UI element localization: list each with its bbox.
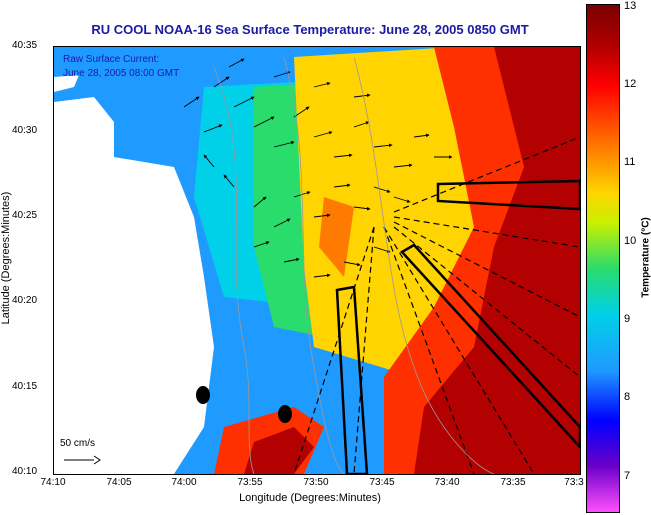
transect-boxes [335, 179, 580, 474]
colorbar-label: 10 [624, 235, 637, 247]
x-tick-label: 73:55 [237, 477, 263, 488]
x-tick-label: 74:05 [106, 477, 132, 488]
x-tick-label: 74:00 [171, 477, 197, 488]
colorbar-label: 12 [624, 78, 637, 90]
y-tick-label: 40:30 [12, 125, 38, 136]
sst-zone-south-hot [244, 427, 314, 474]
colorbar-label: 11 [624, 156, 636, 168]
temperature-colorbar [586, 4, 620, 513]
y-tick-label: 40:25 [12, 210, 38, 221]
current-legend: Raw Surface Current: June 28, 2005 08:00… [63, 53, 179, 81]
x-tick-label: 74:10 [40, 477, 66, 488]
station-marker-2[interactable] [278, 405, 292, 423]
x-tick-label: 73:50 [303, 477, 329, 488]
legend-line-1: Raw Surface Current: [63, 54, 160, 65]
legend-line-2: June 28, 2005 08:00 GMT [63, 68, 180, 79]
figure-title: RU COOL NOAA-16 Sea Surface Temperature:… [91, 22, 529, 37]
bathymetry-contours [213, 56, 495, 474]
y-tick-label: 40:35 [12, 40, 38, 51]
colorbar-title: Temperature (°C) [640, 217, 651, 298]
colorbar-label: 7 [624, 470, 631, 482]
x-tick-label: 73:35 [500, 477, 526, 488]
y-axis-title: Latitude (Degrees:Minutes) [0, 191, 12, 325]
coastline-land [54, 75, 214, 474]
colorbar-label: 13 [624, 0, 637, 12]
sst-zone-yellow [294, 47, 474, 377]
x-tick-label: 73:45 [369, 477, 395, 488]
x-axis-title: Longitude (Degrees:Minutes) [239, 492, 381, 504]
scale-label: 50 cm/s [60, 438, 96, 449]
y-tick-label: 40:15 [12, 381, 38, 392]
station-marker-1[interactable] [196, 386, 210, 404]
scale-arrow [64, 455, 101, 465]
colorbar-label: 8 [624, 391, 631, 403]
colorbar-label: 9 [624, 313, 631, 325]
y-tick-label: 40:20 [12, 295, 38, 306]
x-tick-label: 73:3 [564, 477, 584, 488]
radar-range-lines [293, 136, 580, 474]
sst-map[interactable] [53, 46, 581, 475]
current-vectors [183, 58, 453, 278]
x-tick-label: 73:40 [434, 477, 460, 488]
y-tick-label: 40:10 [12, 466, 38, 477]
